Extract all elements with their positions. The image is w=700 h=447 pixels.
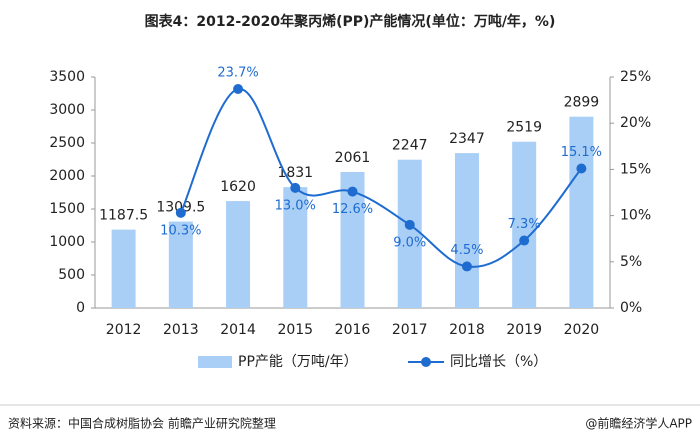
legend-marker bbox=[421, 357, 431, 367]
line-marker bbox=[461, 261, 472, 272]
y-tick-label: 1000 bbox=[49, 234, 85, 250]
line-label: 4.5% bbox=[450, 243, 483, 258]
x-tick-label: 2015 bbox=[277, 322, 313, 338]
line-label: 15.1% bbox=[561, 145, 602, 160]
legend-label: 同比增长（%） bbox=[450, 354, 547, 370]
line-marker bbox=[175, 207, 186, 218]
line-marker bbox=[404, 219, 415, 230]
bar-label: 1620 bbox=[220, 179, 256, 195]
y-tick-label: 500 bbox=[58, 267, 85, 283]
legend-swatch bbox=[198, 356, 232, 368]
bar-label: 2519 bbox=[506, 120, 542, 136]
y-tick-label: 3000 bbox=[49, 102, 85, 118]
line-label: 13.0% bbox=[275, 198, 316, 213]
y-tick-label: 3500 bbox=[49, 69, 85, 85]
bar-label: 2899 bbox=[564, 95, 600, 111]
brand: @前瞻经济学人APP bbox=[585, 416, 692, 431]
y-tick-label: 0 bbox=[76, 300, 85, 316]
y2-tick-label: 25% bbox=[620, 69, 651, 85]
x-tick-label: 2017 bbox=[392, 322, 428, 338]
bar-label: 1187.5 bbox=[99, 208, 148, 224]
bar bbox=[283, 187, 308, 308]
x-tick-label: 2016 bbox=[335, 322, 371, 338]
x-tick-label: 2019 bbox=[506, 322, 542, 338]
line-marker bbox=[519, 235, 530, 246]
y-tick-label: 2500 bbox=[49, 135, 85, 151]
x-tick-label: 2018 bbox=[449, 322, 485, 338]
x-tick-label: 2014 bbox=[220, 322, 256, 338]
y2-tick-label: 10% bbox=[620, 208, 651, 224]
line-marker bbox=[290, 182, 301, 193]
legend-label: PP产能（万吨/年） bbox=[238, 354, 358, 370]
y2-tick-label: 5% bbox=[620, 254, 642, 270]
bar bbox=[397, 159, 422, 308]
y-tick-label: 1500 bbox=[49, 201, 85, 217]
line-marker bbox=[347, 186, 358, 197]
bar-label: 2247 bbox=[392, 138, 428, 154]
x-tick-label: 2013 bbox=[163, 322, 199, 338]
bar bbox=[226, 201, 251, 308]
bar-label: 1309.5 bbox=[156, 200, 205, 216]
x-tick-label: 2020 bbox=[564, 322, 600, 338]
bar bbox=[569, 116, 594, 308]
y2-tick-label: 0% bbox=[620, 300, 642, 316]
bar bbox=[111, 229, 136, 308]
bar-label: 2061 bbox=[335, 150, 371, 166]
x-tick-label: 2012 bbox=[106, 322, 142, 338]
line-label: 9.0% bbox=[393, 235, 426, 250]
chart-title: 图表4：2012-2020年聚丙烯(PP)产能情况(单位：万吨/年，%) bbox=[145, 13, 556, 30]
line-label: 7.3% bbox=[508, 217, 541, 232]
y2-tick-label: 20% bbox=[620, 115, 651, 131]
bar bbox=[512, 141, 537, 308]
line-marker bbox=[576, 163, 587, 174]
source: 资料来源：中国合成树脂协会 前瞻产业研究院整理 bbox=[8, 416, 276, 431]
line-label: 10.3% bbox=[160, 223, 201, 238]
y-tick-label: 2000 bbox=[49, 168, 85, 184]
bar bbox=[168, 221, 193, 308]
y2-tick-label: 15% bbox=[620, 161, 651, 177]
bar bbox=[454, 153, 479, 308]
line-label: 23.7% bbox=[217, 66, 258, 81]
line-label: 12.6% bbox=[332, 202, 373, 217]
bar-label: 2347 bbox=[449, 131, 485, 147]
line-marker bbox=[233, 84, 244, 95]
